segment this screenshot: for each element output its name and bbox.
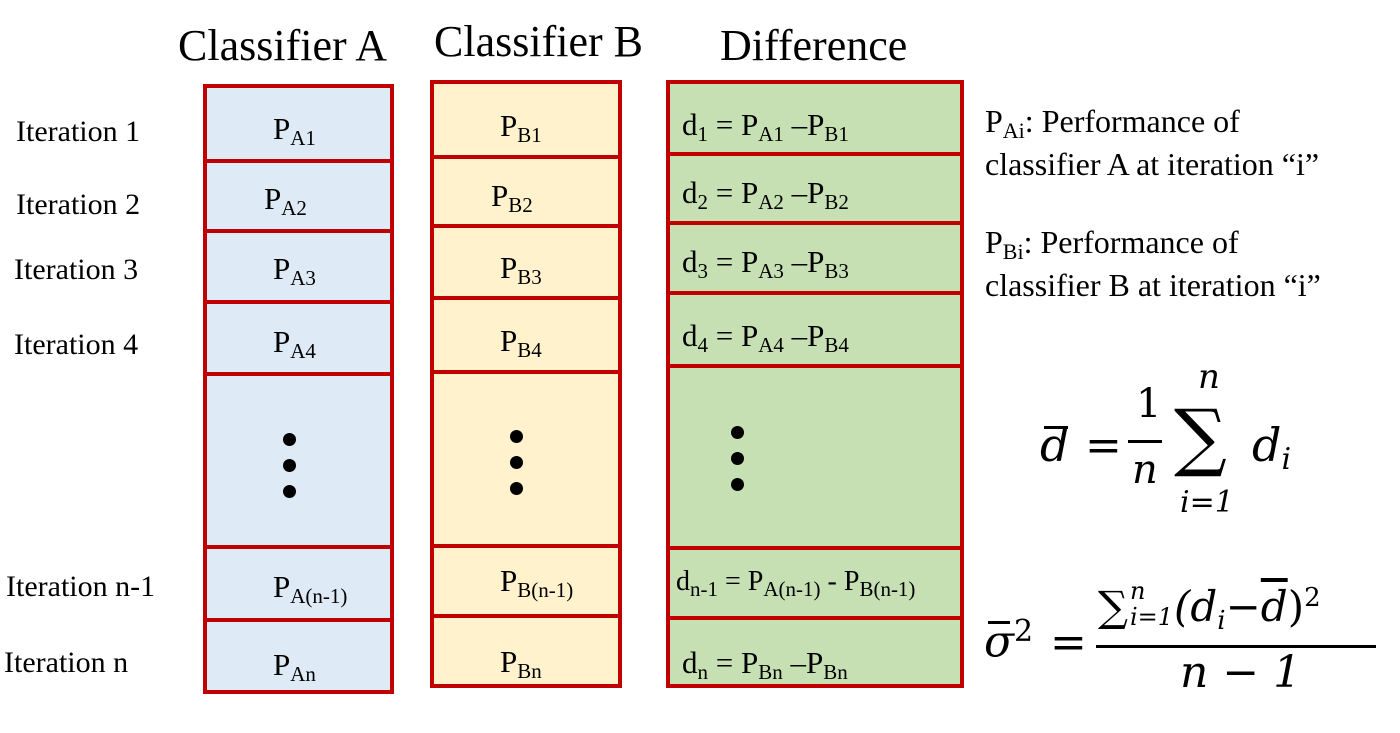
row-divider [670,364,960,368]
iteration-label: Iteration 3 [14,253,139,286]
cell-diff-3: d3 = PA3 –PB3 [682,244,849,283]
cell-b-3: PB3 [500,250,542,289]
fraction-bar [1128,440,1162,443]
cell-a-3: PA3 [273,251,316,290]
note-classifier-a: PAi: Performance of classifier A at iter… [985,103,1320,182]
fraction-denominator: n [1132,447,1158,493]
row-divider [434,224,618,228]
sum-upper: n [1198,357,1220,397]
row-divider [207,545,390,549]
row-divider [207,372,390,376]
overbar [988,621,1010,624]
iteration-label: Iteration 1 [16,115,141,148]
row-divider [670,546,960,550]
column-classifier-a: PA1 PA2 PA3 PA4 PA(n-1) PAn [203,84,394,694]
row-divider [434,296,618,300]
cell-a-2: PA2 [264,181,307,220]
row-divider [207,229,390,233]
row-divider [434,370,618,374]
sum-lower: i=1 [1180,485,1234,520]
row-divider [670,291,960,295]
row-divider [434,614,618,618]
variance-numerator: ∑ n i=1 (di−d)2 [1098,577,1321,636]
column-difference: d1 = PA1 –PB1 d2 = PA2 –PB2 d3 = PA3 –PB… [666,80,964,688]
ellipsis-icon [283,433,297,511]
cell-a-n: PAn [273,647,316,686]
iteration-label: Iteration n-1 [6,570,156,603]
header-difference: Difference [720,21,908,70]
fraction-numerator: 1 [1136,381,1162,427]
cell-b-1: PB1 [500,108,542,147]
cell-diff-2: d2 = PA2 –PB2 [682,175,849,214]
mean-formula: d = 1 n ∑ n i=1 di [1030,360,1320,525]
cell-a-1: PA1 [273,111,316,150]
row-divider [434,155,618,159]
variance-formula: σ2 = ∑ n i=1 (di−d)2 n − 1 [980,577,1380,700]
column-classifier-b: PB1 PB2 PB3 PB4 PB(n-1) PBn [430,80,622,688]
iteration-label: Iteration 4 [14,328,139,361]
note-classifier-b: PBi: Performance of classifier B at iter… [985,224,1321,303]
mean-lhs: d [1040,418,1070,472]
cell-a-4: PA4 [273,324,316,363]
iteration-label: Iteration n [4,646,129,679]
variance-denominator: n − 1 [1180,647,1302,698]
row-divider [670,616,960,620]
cell-b-n: PBn [500,644,542,683]
row-divider [434,544,618,548]
equals-sign: = [1050,617,1087,668]
cell-b-2: PB2 [491,178,533,217]
cell-a-n-1: PA(n-1) [273,569,348,608]
row-divider [207,618,390,622]
mean-term: di [1252,418,1292,477]
sum-symbol: ∑ [1174,394,1227,480]
row-divider [670,221,960,225]
cell-b-4: PB4 [500,323,542,362]
cell-diff-n: dn = PBn –PBn [682,645,848,684]
cell-diff-n-1: dn-1 = PA(n-1) - PB(n-1) [676,566,916,601]
ellipsis-icon [731,426,745,504]
equals-sign: = [1085,420,1122,471]
overbar [1044,426,1068,429]
cell-b-n-1: PB(n-1) [500,563,574,602]
row-divider [670,152,960,156]
iteration-label: Iteration 2 [16,188,141,221]
cell-diff-4: d4 = PA4 –PB4 [682,318,849,357]
ellipsis-icon [510,430,524,508]
variance-lhs: σ2 [984,614,1034,668]
row-divider [207,159,390,163]
fraction-bar [1096,645,1376,648]
header-classifier-b: Classifier B [434,17,643,66]
row-divider [207,300,390,304]
header-classifier-a: Classifier A [178,21,387,70]
cell-diff-1: d1 = PA1 –PB1 [682,107,849,146]
